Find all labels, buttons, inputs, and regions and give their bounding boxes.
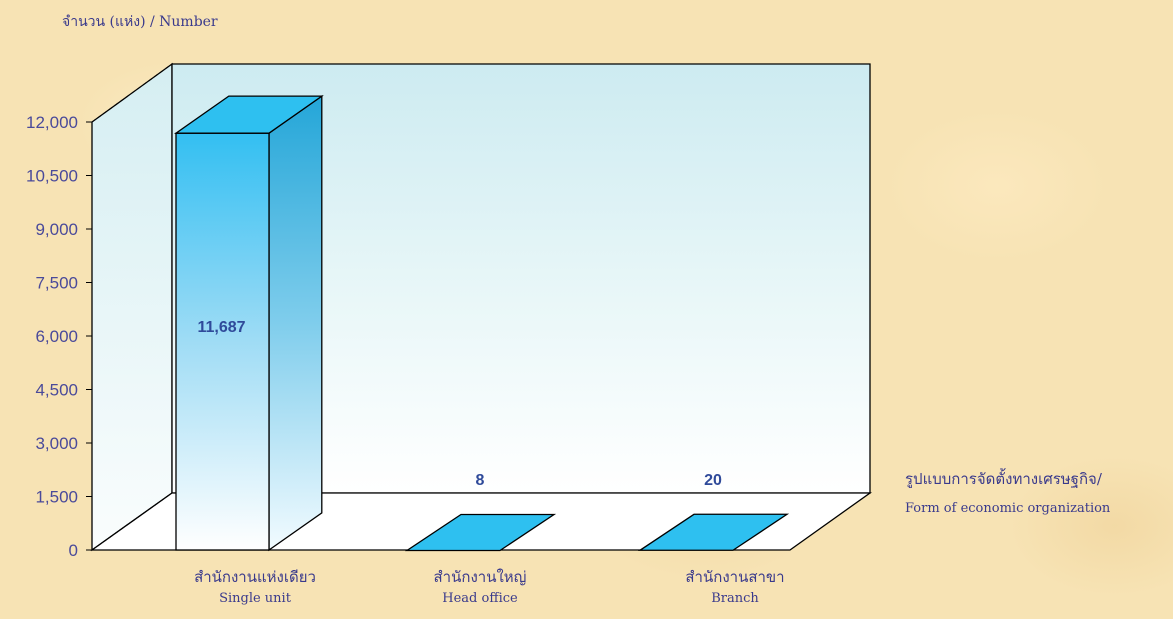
x-axis-title-thai: รูปแบบการจัดตั้งทางเศรษฐกิจ/ [905, 470, 1102, 488]
x-axis-title: รูปแบบการจัดตั้งทางเศรษฐกิจ/ Form of eco… [905, 467, 1110, 516]
data-label: 20 [704, 472, 722, 489]
data-label: 11,687 [197, 319, 245, 336]
bar-top [637, 513, 790, 551]
y-tick-label: 4,500 [35, 381, 78, 400]
data-label: 8 [476, 472, 485, 489]
y-tick-label: 3,000 [35, 434, 78, 453]
left-wall [91, 62, 173, 552]
y-tick-label: 1,500 [35, 488, 78, 507]
x-tick-label: สำนักงานแห่งเดียว Single unit [135, 565, 375, 606]
x-axis-title-english: Form of economic organization [905, 501, 1111, 516]
y-tick-label: 0 [69, 541, 78, 560]
y-tick-label: 6,000 [35, 327, 78, 346]
x-tick-label-english: Branch [711, 591, 759, 606]
bar-side [268, 94, 323, 552]
x-tick-label-thai: สำนักงานใหญ่ [433, 568, 527, 586]
x-tick-label-english: Head office [442, 591, 518, 606]
gridline [91, 63, 173, 123]
bar-top [173, 95, 324, 134]
x-tick-label: สำนักงานใหญ่ Head office [360, 565, 600, 606]
y-tick-label: 9,000 [35, 220, 78, 239]
bar-front [175, 132, 270, 551]
x-tick-label-english: Single unit [219, 591, 291, 606]
bar [173, 94, 324, 552]
y-tick-label: 7,500 [35, 274, 78, 293]
x-tick-label: สำนักงานสาขา Branch [615, 565, 855, 606]
y-tick-label: 12,000 [26, 113, 78, 132]
x-tick-label-thai: สำนักงานแห่งเดียว [194, 568, 316, 586]
y-axis-title: จำนวน (แห่ง) / Number [62, 14, 218, 30]
gridline [91, 492, 173, 551]
bar [404, 513, 557, 552]
bar-top [404, 513, 557, 552]
y-tick-label: 10,500 [26, 167, 78, 186]
bar [637, 513, 790, 551]
x-tick-label-thai: สำนักงานสาขา [685, 568, 785, 586]
